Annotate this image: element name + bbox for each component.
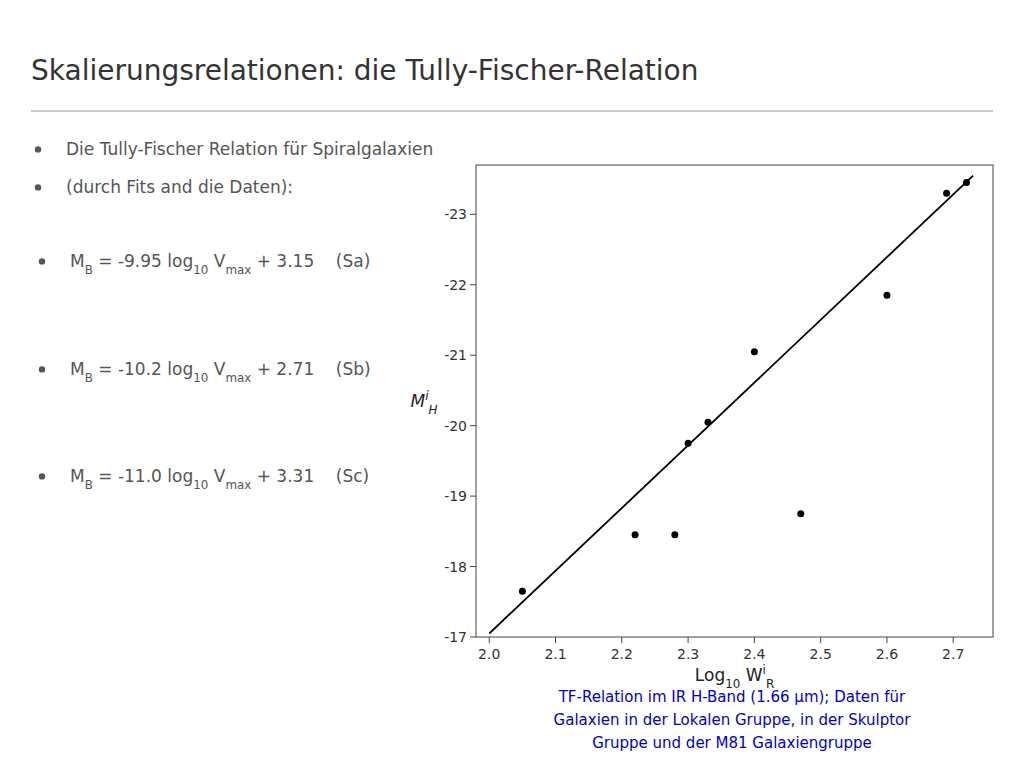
text-part: B <box>85 371 93 385</box>
text-part: + 2.71 (Sb) <box>251 359 370 379</box>
text-part: V <box>208 359 225 379</box>
background <box>0 0 1024 768</box>
text-part: Log <box>695 665 725 685</box>
bullet-text: (durch Fits and die Daten): <box>66 177 293 197</box>
text-part: 10 <box>725 677 740 691</box>
title: Skalierungsrelationen: die Tully-Fischer… <box>31 54 698 87</box>
y-tick <box>470 566 476 567</box>
text-part: M <box>70 359 85 379</box>
scatter-point <box>519 588 526 595</box>
text-part: i <box>425 389 429 403</box>
text-part: = -9.95 log <box>93 251 193 271</box>
title-rule <box>31 111 993 112</box>
text-part: W <box>740 665 762 685</box>
caption: TF-Relation im IR H-Band (1.66 µm); Date… <box>554 688 912 752</box>
bullet <box>39 473 45 479</box>
text-part: max <box>225 263 251 277</box>
bullet <box>39 258 45 264</box>
y-tick-label: -20 <box>444 418 467 434</box>
x-tick <box>820 637 821 643</box>
y-tick <box>470 284 476 285</box>
x-tick-label: 2.2 <box>611 646 633 662</box>
x-tick-label: 2.7 <box>942 646 964 662</box>
chart: Skalierungsrelationen: die Tully-Fischer… <box>0 0 1024 768</box>
text-part: H <box>429 403 438 417</box>
y-tick-label: -21 <box>444 347 467 363</box>
scatter-point <box>671 531 678 538</box>
x-tick-label: 2.5 <box>810 646 832 662</box>
equation: MB = -11.0 log10 Vmax + 3.31 (Sc) <box>70 466 369 492</box>
x-tick <box>555 637 556 643</box>
y-tick <box>470 425 476 426</box>
y-tick <box>470 355 476 356</box>
plot-frame <box>476 165 993 637</box>
x-tick-label: 2.6 <box>876 646 898 662</box>
equation: MB = -9.95 log10 Vmax + 3.15 (Sa) <box>70 251 370 277</box>
y-tick <box>470 214 476 215</box>
x-tick-label: 2.4 <box>743 646 765 662</box>
x-tick <box>489 637 490 643</box>
y-tick-label: -17 <box>444 629 467 645</box>
text-part: B <box>85 263 93 277</box>
text-part: max <box>225 371 251 385</box>
equation: MB = -10.2 log10 Vmax + 2.71 (Sb) <box>70 359 371 385</box>
text-part: V <box>208 251 225 271</box>
text-part: B <box>85 478 93 492</box>
x-axis-label: Log10 WiR <box>695 663 774 691</box>
y-tick <box>470 637 476 638</box>
text-part: 10 <box>193 371 208 385</box>
text-part: 10 <box>193 478 208 492</box>
x-tick-label: 2.3 <box>677 646 699 662</box>
bullet <box>39 366 45 372</box>
x-tick-label: 2.1 <box>544 646 566 662</box>
data <box>489 176 973 634</box>
caption-line: Gruppe und der M81 Galaxiengruppe <box>592 734 872 752</box>
text-part: + 3.31 (Sc) <box>251 466 369 486</box>
y-tick-label: -18 <box>444 559 467 575</box>
scatter-point <box>797 510 804 517</box>
text-part: M <box>70 251 85 271</box>
x-tick <box>886 637 887 643</box>
scatter-point <box>632 531 639 538</box>
text-part: + 3.15 (Sa) <box>251 251 370 271</box>
y-tick-label: -19 <box>444 488 467 504</box>
x-tick <box>754 637 755 643</box>
scatter-point <box>943 190 950 197</box>
x-tick <box>953 637 954 643</box>
x-tick <box>688 637 689 643</box>
y-axis-label: MiH <box>411 389 438 417</box>
text-part: V <box>208 466 225 486</box>
text-part: max <box>225 478 251 492</box>
y-tick <box>470 496 476 497</box>
text-part: M <box>70 466 85 486</box>
axes: 2.0 2.1 2.2 2.3 2.4 2.5 2.6 2.7 -17 -18 -19 -20 -21 -… <box>444 165 993 662</box>
x-tick <box>621 637 622 643</box>
fit-line <box>489 176 973 634</box>
scatter-point <box>751 348 758 355</box>
y-tick-label: -22 <box>444 277 467 293</box>
y-tick-label: -23 <box>444 206 467 222</box>
bullet-text: Die Tully-Fischer Relation für Spiralgal… <box>66 139 433 159</box>
text-part: R <box>766 677 774 691</box>
text-part: 10 <box>193 263 208 277</box>
x-tick-label: 2.0 <box>478 646 500 662</box>
bullet <box>35 146 41 152</box>
bullet <box>35 184 41 190</box>
scatter-point <box>883 292 890 299</box>
caption-line: Galaxien in der Lokalen Gruppe, in der S… <box>554 711 912 729</box>
text-part: = -10.2 log <box>93 359 193 379</box>
text-part: = -11.0 log <box>93 466 193 486</box>
text-part: i <box>763 663 766 677</box>
text-part: M <box>411 391 426 411</box>
